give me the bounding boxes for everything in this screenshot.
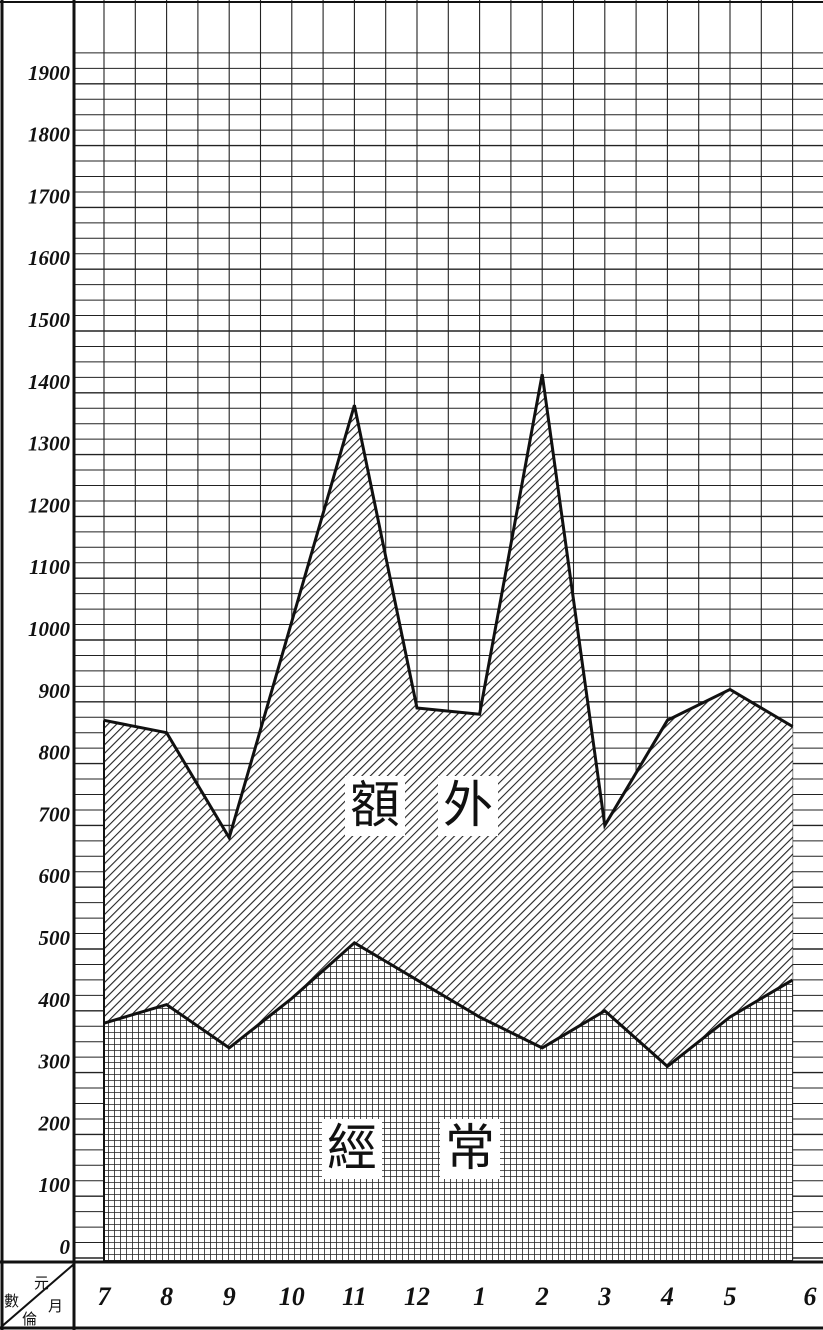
series-label-1-char: 外 bbox=[443, 776, 493, 834]
line-regular bbox=[103, 940, 794, 1069]
x-tick-label: 10 bbox=[279, 1282, 305, 1311]
y-tick-label: 800 bbox=[39, 741, 71, 765]
y-tick-label: 1600 bbox=[28, 246, 71, 270]
x-tick-label: 9 bbox=[223, 1282, 236, 1311]
series-label-bg bbox=[440, 1119, 500, 1179]
y-tick-labels: 0 100 200 300 400 500 600 700 800 900 1000 1100 1200… bbox=[28, 61, 71, 1259]
area-layer bbox=[103, 374, 794, 1262]
series-label-0-char: 常 bbox=[445, 1119, 495, 1177]
x-tick-label: 3 bbox=[597, 1282, 611, 1311]
x-tick-label: 4 bbox=[660, 1282, 674, 1311]
x-tick-label: 2 bbox=[535, 1282, 549, 1311]
series-label-bg bbox=[322, 1119, 382, 1179]
y-tick-label: 1300 bbox=[28, 432, 71, 456]
y-tick-label: 900 bbox=[39, 679, 71, 703]
y-tick-label: 1400 bbox=[28, 370, 71, 394]
corner-extra: 倫 bbox=[22, 1310, 37, 1328]
x-tick-label: 5 bbox=[724, 1282, 737, 1311]
y-tick-label: 1000 bbox=[28, 617, 71, 641]
corner-header: 元 月 數 倫 bbox=[0, 1263, 75, 1329]
area-series-regular bbox=[104, 942, 793, 1262]
y-tick-label: 600 bbox=[39, 864, 71, 888]
x-tick-label: 7 bbox=[98, 1282, 112, 1311]
y-tick-label: 1900 bbox=[28, 61, 71, 85]
x-tick-label: 1 bbox=[473, 1282, 486, 1311]
series-label-bg bbox=[438, 776, 498, 836]
y-tick-label: 1700 bbox=[28, 184, 71, 208]
series-label-bg bbox=[345, 776, 405, 836]
corner-month: 月 bbox=[48, 1297, 63, 1315]
corner-unit-yuan: 元 bbox=[34, 1274, 49, 1292]
y-tick-label: 1800 bbox=[28, 123, 71, 147]
y-tick-label: 200 bbox=[38, 1111, 71, 1135]
y-tick-label: 1100 bbox=[29, 555, 70, 579]
y-tick-label: 700 bbox=[39, 802, 71, 826]
y-tick-label: 1500 bbox=[28, 308, 71, 332]
x-tick-label: 6 bbox=[804, 1282, 817, 1311]
y-tick-label: 100 bbox=[39, 1173, 71, 1197]
y-tick-label: 0 bbox=[60, 1235, 71, 1259]
line-total bbox=[103, 374, 794, 842]
x-tick-label: 12 bbox=[404, 1282, 430, 1311]
corner-amount: 數 bbox=[4, 1292, 19, 1310]
y-tick-label: 300 bbox=[38, 1050, 71, 1074]
area-series-extra bbox=[104, 374, 793, 1067]
series-label-1-char: 額 bbox=[350, 776, 400, 834]
y-tick-label: 1200 bbox=[28, 493, 71, 517]
x-tick-label: 8 bbox=[160, 1282, 173, 1311]
x-tick-labels: 7 8 9 10 11 12 1 2 3 4 5 6 bbox=[98, 1282, 817, 1311]
area-labels: 經 常 額外 bbox=[322, 776, 500, 1179]
x-tick-label: 11 bbox=[342, 1282, 367, 1311]
y-tick-label: 400 bbox=[38, 988, 71, 1012]
y-tick-label: 500 bbox=[39, 926, 71, 950]
corner-diagonal bbox=[0, 1263, 75, 1329]
series-label-0-char: 經 bbox=[327, 1119, 377, 1177]
